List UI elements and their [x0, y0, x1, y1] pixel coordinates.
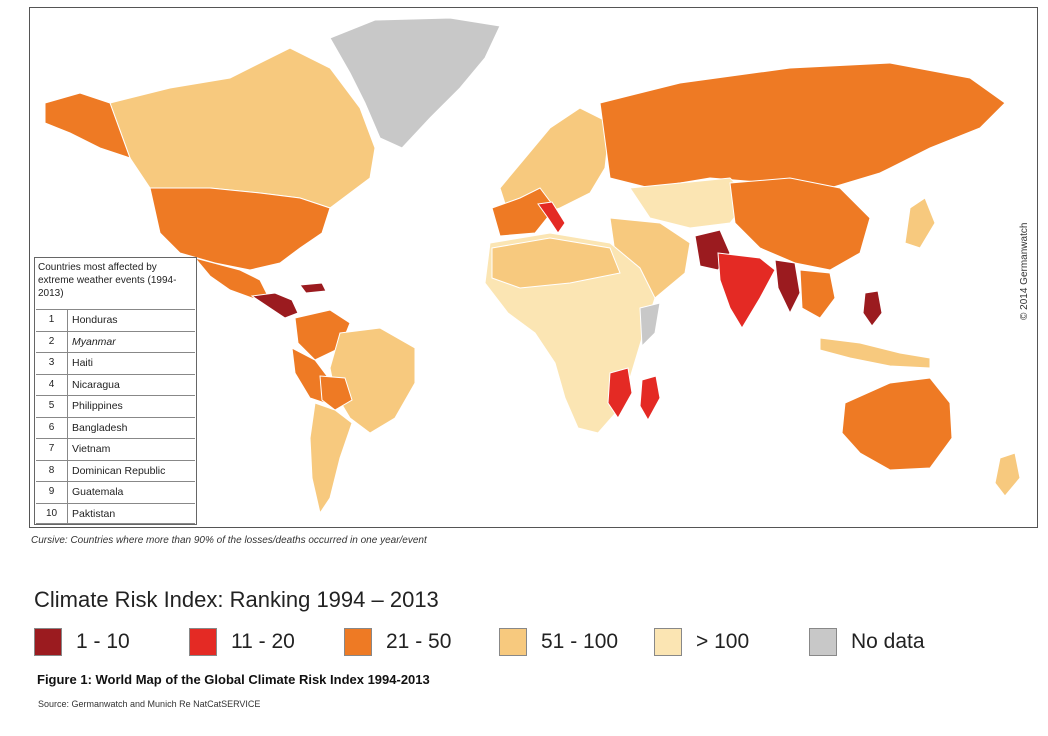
legend-label: No data	[851, 630, 925, 653]
region-myanmar	[774, 259, 801, 315]
ranking-number: 9	[36, 482, 68, 503]
ranking-number: 8	[36, 460, 68, 481]
region-philippines	[862, 290, 883, 327]
ranking-country: Honduras	[72, 314, 118, 326]
region-australia	[841, 377, 953, 471]
copyright-label: © 2014 Germanwatch	[1019, 222, 1030, 320]
legend-label: 1 - 10	[76, 630, 130, 653]
ranking-number: 2	[36, 331, 68, 352]
region-canada	[109, 47, 376, 209]
region-japan	[904, 197, 936, 249]
region-italy	[537, 201, 566, 234]
world-map-svg	[44, 17, 1021, 515]
ranking-country: Paktistan	[72, 507, 116, 520]
ranking-number: 7	[36, 439, 68, 460]
ranking-number: 3	[36, 353, 68, 374]
ranking-row: 10 Paktistan	[36, 502, 195, 524]
region-new-zealand	[994, 452, 1021, 497]
legend-swatch	[809, 628, 837, 656]
legend-label: 11 - 20	[231, 630, 295, 653]
source-line: Source: Germanwatch and Munich Re NatCat…	[38, 699, 261, 709]
ranking-number: 4	[36, 374, 68, 395]
ranking-country: Nicaragua	[72, 378, 120, 391]
ranking-box: Countries most affected by extreme weath…	[34, 257, 197, 525]
ranking-row: 8 Dominican Republic	[36, 459, 195, 481]
ranking-row: 1 Honduras	[36, 309, 195, 331]
legend-item: > 100	[654, 628, 749, 656]
region-usa	[149, 187, 331, 271]
region-bolivia	[319, 375, 353, 411]
legend-item: 51 - 100	[499, 628, 618, 656]
region-india	[717, 252, 776, 329]
region-north-africa	[491, 237, 621, 289]
region-greenland	[329, 17, 501, 149]
region-central-america	[250, 292, 299, 319]
ranking-row: 7 Vietnam	[36, 438, 195, 460]
region-alaska	[44, 92, 131, 159]
region-argentina	[309, 402, 353, 515]
legend-title: Climate Risk Index: Ranking 1994 – 2013	[34, 587, 439, 612]
ranking-country: Haiti	[72, 357, 94, 369]
legend-swatch	[499, 628, 527, 656]
region-caribbean	[299, 282, 327, 294]
legend-swatch	[654, 628, 682, 656]
ranking-country: Guatemala	[72, 486, 124, 498]
ranking-number: 6	[36, 417, 68, 438]
ranking-country: Philippines	[72, 400, 123, 412]
legend-label: 21 - 50	[386, 630, 452, 653]
ranking-list: 1 Honduras 2 Myanmar 3 Haiti 4 Nicaragua 5 Philip…	[36, 309, 195, 524]
world-map	[29, 7, 1038, 528]
legend-swatch	[34, 628, 62, 656]
region-indonesia	[819, 337, 931, 369]
ranking-country: Myanmar	[72, 335, 116, 348]
region-russia	[599, 62, 1006, 189]
region-madagascar	[639, 375, 661, 422]
legend-item: 1 - 10	[34, 628, 130, 656]
ranking-row: 4 Nicaragua	[36, 373, 195, 395]
legend-label: 51 - 100	[541, 630, 619, 653]
legend: 1 - 10 11 - 20 21 - 50 51 - 100 > 100 No data	[34, 628, 1034, 662]
figure-caption: Figure 1: World Map of the Global Climat…	[37, 672, 430, 687]
ranking-row: 9 Guatemala	[36, 481, 195, 503]
ranking-country: Vietnam	[72, 443, 111, 455]
ranking-row: 2 Myanmar	[36, 330, 195, 352]
cursive-note: Cursive: Countries where more than 90% o…	[31, 535, 427, 546]
region-southeast-asia	[799, 269, 836, 319]
ranking-number: 10	[36, 503, 68, 523]
legend-swatch	[189, 628, 217, 656]
legend-label: > 100	[696, 630, 750, 653]
ranking-country: Dominican Republic	[72, 464, 166, 477]
ranking-row: 6 Bangladesh	[36, 416, 195, 438]
region-mozambique	[607, 367, 633, 419]
ranking-row: 5 Philippines	[36, 395, 195, 417]
region-peru	[291, 347, 331, 404]
region-somalia	[639, 302, 661, 348]
legend-item: 21 - 50	[344, 628, 451, 656]
ranking-title: Countries most affected by extreme weath…	[38, 262, 177, 299]
legend-item: No data	[809, 628, 925, 656]
ranking-number: 5	[36, 396, 68, 417]
legend-item: 11 - 20	[189, 628, 295, 656]
ranking-country: Bangladesh	[72, 421, 128, 434]
ranking-number: 1	[36, 310, 68, 331]
legend-swatch	[344, 628, 372, 656]
region-china	[729, 177, 871, 271]
ranking-row: 3 Haiti	[36, 352, 195, 374]
